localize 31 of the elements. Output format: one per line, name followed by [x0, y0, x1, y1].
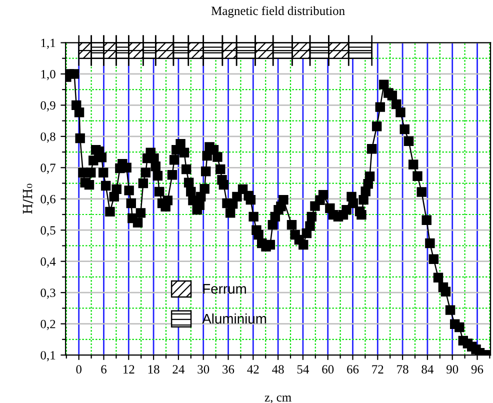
- x-tick-label: 72: [372, 365, 384, 374]
- x-tick-label: 48: [272, 365, 284, 374]
- y-tick-label: 0,9: [40, 101, 56, 112]
- y-tick-label: 0,2: [40, 320, 56, 330]
- y-tick-label: 0,5: [40, 226, 56, 236]
- x-tick-label: 42: [247, 365, 259, 374]
- x-tick-label: 54: [297, 365, 310, 374]
- y-tick-label: 0,3: [40, 288, 56, 299]
- x-tick-label: 78: [397, 365, 408, 374]
- x-tick-label: 84: [422, 365, 434, 374]
- y-tick-label: 1,1: [41, 38, 56, 49]
- y-tick-label: 0,6: [40, 194, 56, 206]
- y-tick-label: 0,4: [40, 257, 56, 268]
- y-tick-label: 0,8: [40, 132, 56, 143]
- x-tick-label: 36: [222, 365, 234, 374]
- x-tick-label: 12: [124, 365, 134, 374]
- y-tick-label: 1,0: [41, 70, 56, 80]
- x-tick-label: 24: [172, 365, 185, 374]
- x-axis-title: z, cm: [264, 396, 292, 403]
- x-tick-label: 96: [471, 365, 484, 374]
- x-tick-label: 60: [322, 365, 334, 374]
- x-tick-label: 30: [198, 365, 210, 374]
- chart-title: Magnetic field distribution: [211, 6, 345, 18]
- x-tick-label: 66: [347, 365, 359, 374]
- x-tick-label: 0: [76, 365, 82, 374]
- x-tick-label: 90: [446, 365, 458, 374]
- x-tick-label: 18: [148, 365, 160, 374]
- x-tick-label: 6: [101, 365, 106, 374]
- y-tick-label: 0,1: [40, 351, 56, 362]
- y-tick-label: 0,7: [40, 164, 56, 174]
- y-axis-title: H/H₀: [22, 184, 34, 214]
